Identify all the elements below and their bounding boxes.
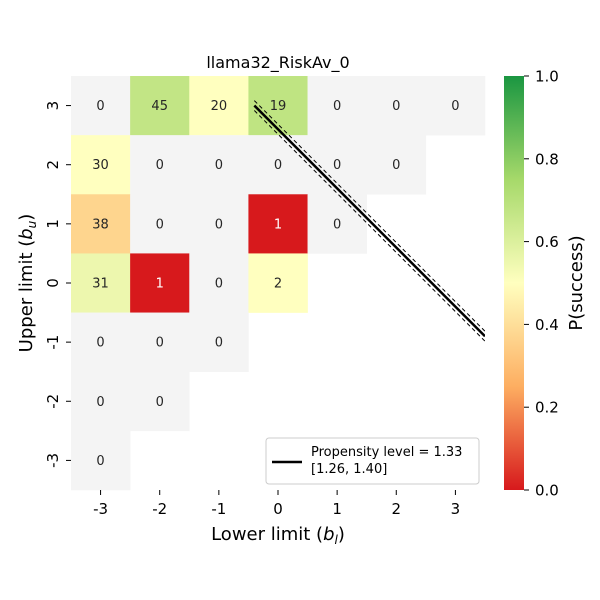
colorbar: 0.0 0.2 0.4 0.6 0.8 1.0 P(success) xyxy=(504,68,587,500)
cell-value-label: 0 xyxy=(96,99,104,114)
y-axis-label: Upper limit (bu) xyxy=(16,214,39,353)
colorbar-label: P(success) xyxy=(566,235,587,330)
propensity-level-line xyxy=(253,104,485,338)
heatmap-cell xyxy=(71,371,131,432)
x-tick-label: -3 xyxy=(93,500,108,518)
y-tick-label: 0 xyxy=(44,278,62,288)
legend: Propensity level = 1.33 [1.26, 1.40] xyxy=(265,437,480,485)
cell-value-label: 0 xyxy=(156,217,164,232)
colorbar-tick-label: 0.0 xyxy=(535,482,559,500)
x-tick-label: -1 xyxy=(211,500,226,518)
colorbar-gradient xyxy=(504,76,524,490)
heatmap-cell xyxy=(248,253,308,313)
x-tick-label: 1 xyxy=(332,500,342,518)
heatmap-cell xyxy=(71,194,131,254)
x-tick-label: 3 xyxy=(451,500,461,518)
heatmap-cell xyxy=(248,135,308,195)
y-tick-label: -3 xyxy=(44,453,62,468)
heatmap-cell xyxy=(71,430,131,491)
cell-value-label: 0 xyxy=(274,158,282,173)
colorbar-tick-label: 0.8 xyxy=(535,150,559,168)
cell-value-label: 30 xyxy=(92,158,109,173)
heatmap-cell xyxy=(130,253,190,313)
x-axis-ticks: -3 -2 -1 0 1 2 3 xyxy=(93,490,460,518)
heatmap-cell xyxy=(130,135,190,195)
heatmap-cell xyxy=(425,76,486,136)
cell-value-label: 0 xyxy=(156,158,164,173)
heatmap-cell xyxy=(71,135,131,195)
cell-value-label: 0 xyxy=(392,158,400,173)
colorbar-tick-label: 0.2 xyxy=(535,399,559,417)
y-tick-label: 1 xyxy=(44,219,62,229)
heatmap-cell xyxy=(189,253,249,313)
heatmap-cell xyxy=(189,194,249,254)
cell-value-label: 0 xyxy=(156,395,164,410)
colorbar-tick-label: 0.6 xyxy=(535,233,559,251)
cell-value-label: 0 xyxy=(215,276,223,291)
colorbar-tick-label: 0.4 xyxy=(535,316,559,334)
cell-value-label: 31 xyxy=(92,276,109,291)
heatmap-cell xyxy=(189,312,249,372)
cell-value-label: 0 xyxy=(451,99,459,114)
heatmap-cell xyxy=(307,194,367,254)
x-tick-label: -2 xyxy=(152,500,167,518)
cell-value-label: 0 xyxy=(96,395,104,410)
cell-value-label: 0 xyxy=(333,217,341,232)
cell-value-label: 45 xyxy=(151,99,168,114)
x-axis-label: Lower limit (bl) xyxy=(211,524,345,547)
heatmap-cell xyxy=(366,135,427,195)
cell-value-label: 0 xyxy=(96,454,104,469)
cell-value-label: 0 xyxy=(333,158,341,173)
cell-value-label: 19 xyxy=(270,99,287,114)
legend-label-line1: Propensity level = 1.33 xyxy=(311,445,462,460)
cell-value-label: 0 xyxy=(156,336,164,351)
x-tick-label: 2 xyxy=(391,500,401,518)
cell-value-label: 20 xyxy=(211,99,228,114)
cell-value-label: 2 xyxy=(274,276,282,291)
heatmap-cell xyxy=(130,312,190,372)
heatmap-cell xyxy=(307,135,367,195)
y-tick-label: -1 xyxy=(44,335,62,350)
chart-title: llama32_RiskAv_0 xyxy=(206,53,349,73)
propensity-lines xyxy=(253,100,485,342)
legend-label-line2: [1.26, 1.40] xyxy=(311,462,387,477)
colorbar-ticks: 0.0 0.2 0.4 0.6 0.8 1.0 xyxy=(524,68,559,500)
y-tick-label: -2 xyxy=(44,394,62,409)
cell-value-label: 0 xyxy=(215,336,223,351)
colorbar-tick-label: 1.0 xyxy=(535,68,559,86)
legend-box xyxy=(265,437,480,485)
heatmap-cell xyxy=(130,194,190,254)
cell-value-label: 1 xyxy=(274,217,282,232)
heatmap-cell xyxy=(71,312,131,372)
heatmap-cell xyxy=(307,76,367,136)
heatmap-cell xyxy=(248,76,308,136)
y-tick-label: 2 xyxy=(44,160,62,170)
x-tick-label: 0 xyxy=(273,500,283,518)
heatmap-cell xyxy=(71,253,131,313)
heatmap-cell xyxy=(366,76,427,136)
cell-value-label: 1 xyxy=(156,276,164,291)
cell-value-label: 0 xyxy=(215,158,223,173)
heatmap-cell xyxy=(130,76,190,136)
cell-value-label: 0 xyxy=(215,217,223,232)
propensity-lower-bound-line xyxy=(253,110,485,342)
heatmap-cell xyxy=(189,76,249,136)
heatmap-cells: 0 45 20 19 0 0 030 0 0 0 0 038 0 0 1 031 1 0 20 0 00 00 xyxy=(71,76,486,491)
cell-value-label: 0 xyxy=(392,99,400,114)
heatmap-cell xyxy=(189,135,249,195)
propensity-upper-bound-line xyxy=(253,100,485,332)
y-axis-ticks: 3 2 1 0 -1 -2 -3 xyxy=(44,101,71,468)
cell-value-label: 38 xyxy=(92,217,109,232)
heatmap-cell xyxy=(130,371,190,432)
y-tick-label: 3 xyxy=(44,101,62,111)
heatmap-cell xyxy=(248,194,308,254)
cell-value-label: 0 xyxy=(333,99,341,114)
cell-value-label: 0 xyxy=(96,336,104,351)
heatmap-cell xyxy=(71,76,131,136)
